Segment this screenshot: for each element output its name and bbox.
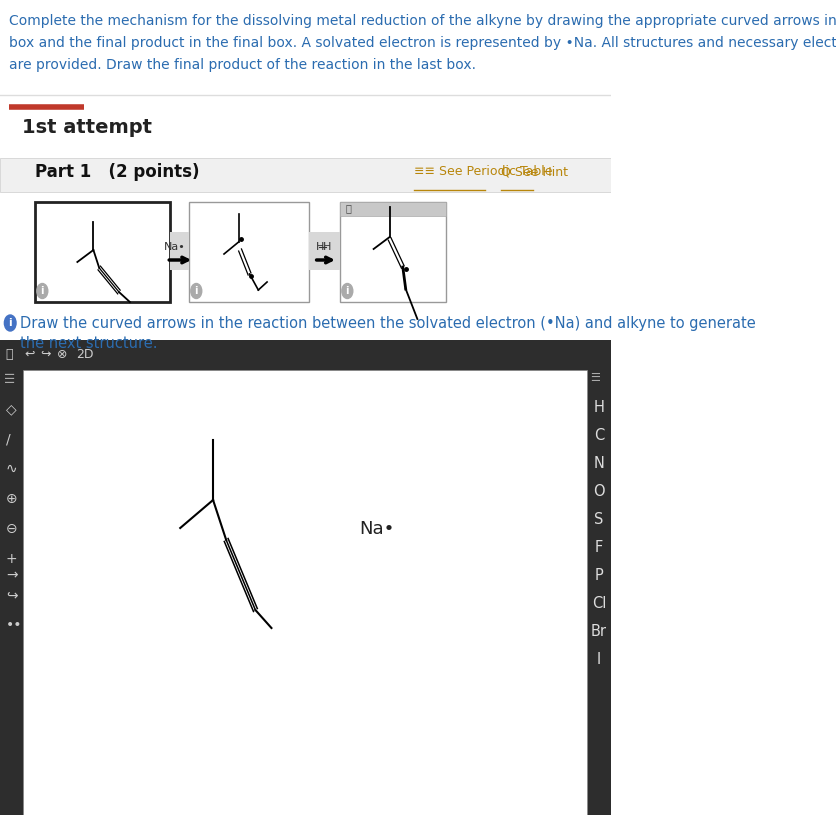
FancyBboxPatch shape [189,202,309,302]
Text: /: / [6,432,11,446]
FancyBboxPatch shape [0,340,610,370]
Text: ↩: ↩ [24,348,34,361]
Text: 🔒: 🔒 [345,203,351,213]
Text: ⊗: ⊗ [57,348,68,361]
Text: ∿: ∿ [6,462,18,476]
FancyBboxPatch shape [0,340,610,815]
Text: ≡≡ See Periodic Table: ≡≡ See Periodic Table [414,165,553,178]
Text: P: P [594,568,603,583]
Text: ↪: ↪ [6,588,18,602]
Text: are provided. Draw the final product of the reaction in the last box.: are provided. Draw the final product of … [8,58,475,72]
Text: 1st attempt: 1st attempt [22,118,151,137]
Text: ☰: ☰ [589,373,599,383]
FancyBboxPatch shape [339,202,446,302]
Circle shape [341,284,353,298]
Text: Cl: Cl [591,596,605,611]
Text: i: i [8,318,12,328]
Text: Na•: Na• [163,242,185,252]
FancyBboxPatch shape [35,202,170,302]
Text: Q See Hint: Q See Hint [500,165,567,178]
Text: ☰: ☰ [4,373,16,386]
Text: Na•: Na• [359,520,394,538]
Text: O: O [593,484,604,499]
Text: i: i [40,286,44,296]
Text: 📄: 📄 [6,348,13,361]
Text: H: H [323,242,331,252]
FancyBboxPatch shape [0,370,23,815]
FancyBboxPatch shape [587,370,610,815]
Text: Part 1   (2 points): Part 1 (2 points) [35,163,199,181]
Text: ⊖: ⊖ [6,522,18,536]
Text: Br: Br [590,624,606,639]
Text: ⊕: ⊕ [6,492,18,506]
Text: Draw the curved arrows in the reaction between the solvated electron (•Na) and a: Draw the curved arrows in the reaction b… [20,316,755,331]
Text: ◇: ◇ [6,402,17,416]
FancyBboxPatch shape [23,370,587,815]
Text: i: i [194,286,198,296]
Circle shape [4,315,16,331]
Text: S: S [594,512,603,527]
Text: I: I [596,652,600,667]
Text: N: N [593,456,604,471]
Text: ↪: ↪ [40,348,50,361]
FancyBboxPatch shape [0,0,610,815]
Text: C: C [594,428,604,443]
Text: ••: •• [6,618,23,632]
Text: Complete the mechanism for the dissolving metal reduction of the alkyne by drawi: Complete the mechanism for the dissolvin… [8,14,836,28]
FancyBboxPatch shape [170,232,189,270]
FancyBboxPatch shape [0,158,610,192]
Text: H: H [593,400,604,415]
Text: H: H [315,242,324,252]
FancyBboxPatch shape [309,232,339,270]
Circle shape [191,284,201,298]
Text: F: F [594,540,603,555]
Circle shape [37,284,48,298]
Text: 2D: 2D [77,348,94,361]
Text: box and the final product in the final box. A solvated electron is represented b: box and the final product in the final b… [8,36,836,50]
Text: the next structure.: the next structure. [20,336,158,351]
FancyBboxPatch shape [339,202,446,216]
Text: i: i [345,286,349,296]
Text: +
→: + → [6,552,18,582]
